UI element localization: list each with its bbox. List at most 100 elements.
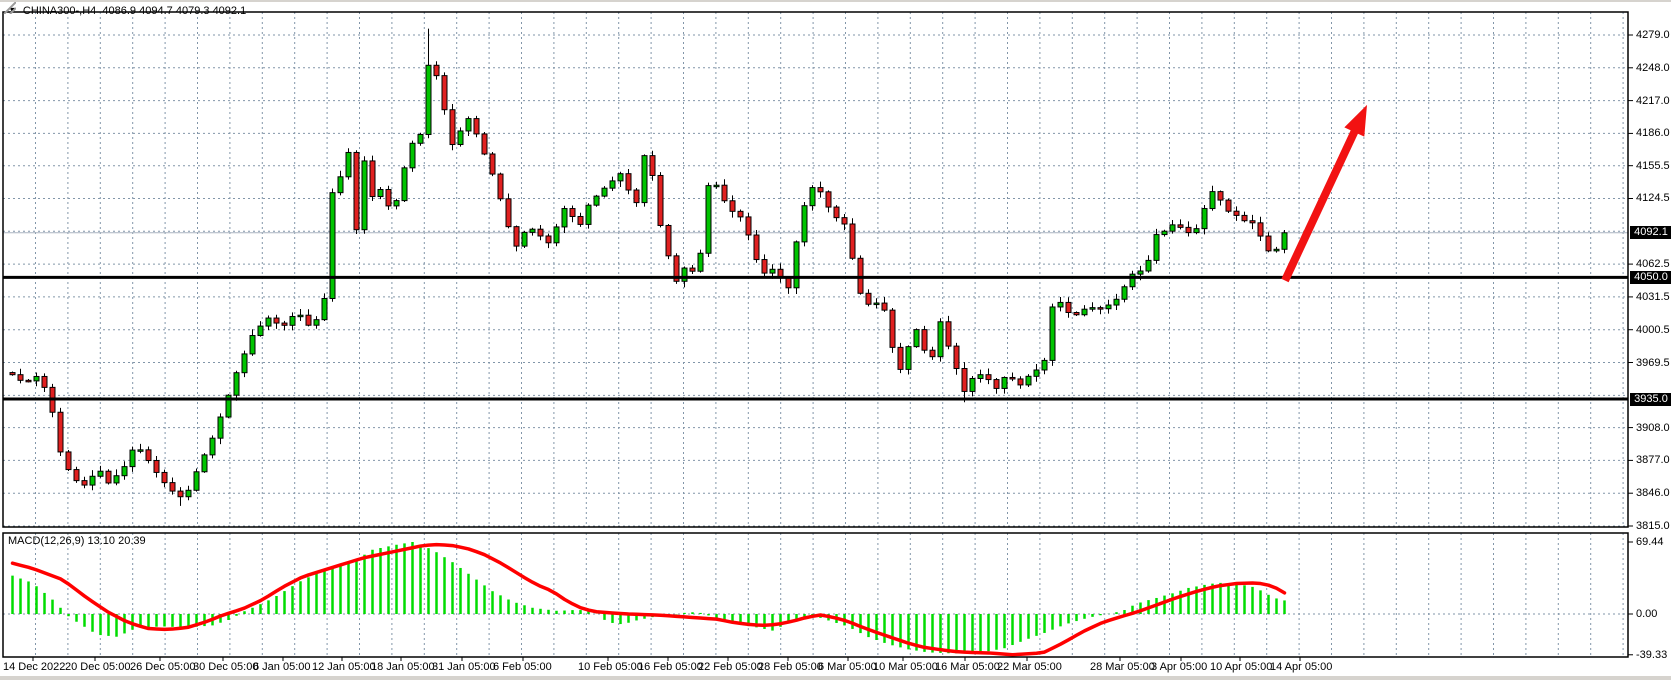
bull-candle [1121,286,1128,300]
bear-candle [1073,312,1080,316]
bull-candle [409,142,416,169]
time-axis-label[interactable]: 30 Dec 05:00 [193,661,259,673]
bear-candle [433,64,440,77]
macd-indicator-label: MACD(12,26,9) 13.10 20.39 [8,535,146,547]
bull-candle [1025,375,1032,386]
bear-candle [305,314,312,326]
bear-candle [929,349,936,358]
current-price-tag: 4092.1 [1630,226,1671,240]
price-axis-label[interactable]: 4000.5 [1636,323,1670,336]
price-axis-label[interactable]: 4062.5 [1636,258,1670,271]
bull-candle [1145,259,1152,272]
bear-candle [545,235,552,244]
bear-candle [161,471,168,484]
bull-candle [1153,234,1160,261]
price-axis-label[interactable]: 4031.5 [1636,290,1670,303]
chart-dropdown-icon[interactable]: ▼ [8,5,17,15]
bear-candle [1265,235,1272,252]
time-axis-label[interactable]: 6 Mar 05:00 [818,661,877,673]
bull-candle [705,185,712,254]
bull-candle [121,466,128,477]
bear-candle [753,234,760,261]
time-axis-label[interactable]: 10 Feb 05:00 [578,661,643,673]
price-axis-label[interactable]: 3877.0 [1636,454,1670,467]
price-axis-label[interactable]: 3846.0 [1636,487,1670,500]
price-axis-label[interactable]: 3969.5 [1636,356,1670,369]
bull-candle [417,133,424,144]
level-price-tag: 3935.0 [1630,392,1671,406]
trend-arrow-head[interactable] [1344,104,1367,137]
time-axis-label[interactable]: 3 Apr 05:00 [1151,661,1208,673]
time-axis-label[interactable]: 14 Dec 2022 [3,661,66,673]
window-corner-mark [3,2,16,14]
bear-candle [849,223,856,259]
ohlc-open-value: 4086.9 [102,5,137,17]
time-axis-label[interactable]: 12 Jan 05:00 [312,661,376,673]
bear-candle [673,255,680,282]
time-axis-label[interactable]: 6 Feb 05:00 [493,661,552,673]
price-axis-label[interactable]: 4186.0 [1636,127,1670,140]
bull-candle [313,319,320,326]
price-axis-label[interactable]: 4217.0 [1636,94,1670,107]
time-axis-label[interactable]: 22 Mar 05:00 [997,661,1062,673]
bear-candle [9,372,16,376]
time-axis-label[interactable]: 10 Mar 05:00 [873,661,938,673]
bull-candle [337,176,344,194]
time-axis-label[interactable]: 16 Mar 05:00 [935,661,1000,673]
bear-candle [569,208,576,217]
bull-candle [465,118,472,132]
time-axis-label[interactable]: 22 Feb 05:00 [698,661,763,673]
bear-candle [41,375,48,388]
price-axis-label[interactable]: 4248.0 [1636,61,1670,74]
trend-arrow-shaft[interactable] [1281,123,1362,283]
price-axis-label[interactable]: 3908.0 [1636,421,1670,434]
bull-candle [249,335,256,355]
bear-candle [761,259,768,274]
bull-candle [641,155,648,204]
bear-candle [833,206,840,219]
time-axis-label[interactable]: 18 Jan 05:00 [371,661,435,673]
time-axis-label[interactable]: 26 Dec 05:00 [130,661,196,673]
price-axis-label[interactable]: 3815.0 [1636,520,1670,532]
time-axis-label[interactable]: 10 Apr 05:00 [1210,661,1273,673]
price-axis-label[interactable]: 4124.5 [1636,192,1670,205]
macd-signal-value: 20.39 [118,535,146,547]
macd-axis-label[interactable]: -39.33 [1636,648,1668,661]
bear-candle [665,224,672,257]
price-axis-label[interactable]: 4155.5 [1636,159,1670,172]
bull-candle [1161,230,1168,236]
bear-candle [993,379,1000,389]
bull-candle [425,64,432,135]
time-axis-label[interactable]: 28 Feb 05:00 [758,661,823,673]
time-axis-label[interactable]: 28 Mar 05:00 [1090,661,1155,673]
bear-candle [489,153,496,175]
bull-candle [793,241,800,289]
time-axis-label[interactable]: 20 Dec 05:00 [65,661,131,673]
panel-divider[interactable] [3,528,1628,532]
bull-candle [1193,228,1200,234]
bear-candle [505,198,512,228]
macd-axis-label[interactable]: 69.44 [1636,536,1664,548]
time-axis-label[interactable]: 14 Apr 05:00 [1270,661,1333,673]
price-axis-label[interactable]: 4279.0 [1636,29,1670,41]
macd-axis-label[interactable]: 0.00 [1636,608,1658,620]
bull-candle [969,377,976,392]
bull-candle [97,470,104,477]
macd-main-value: 13.10 [87,535,116,547]
bear-candle [169,482,176,492]
time-axis-label[interactable]: 6 Jan 05:00 [253,661,311,673]
bull-candle [1281,232,1288,250]
time-axis-label[interactable]: 31 Jan 05:00 [432,661,496,673]
bear-candle [745,216,752,236]
bull-candle [1033,369,1040,377]
bear-candle [737,210,744,218]
bull-candle [1105,304,1112,310]
time-axis-label[interactable]: 16 Feb 05:00 [638,661,703,673]
bear-candle [153,460,160,473]
bear-candle [881,302,888,311]
bull-candle [321,297,328,321]
bear-candle [729,200,736,212]
bull-candle [1273,248,1280,252]
bear-candle [1257,222,1264,237]
